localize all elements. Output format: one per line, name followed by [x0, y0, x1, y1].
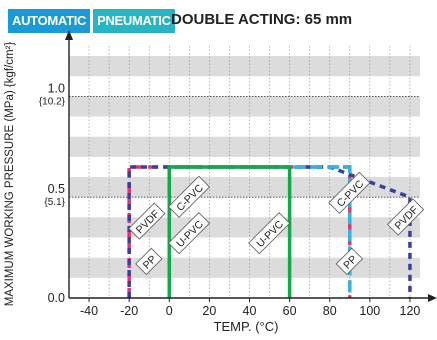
x-tick-label: -40: [80, 304, 98, 318]
background-band: [69, 177, 420, 198]
x-tick-label: 60: [283, 304, 297, 318]
x-axis-label: TEMP. (°C): [214, 319, 279, 334]
x-tick-label: -20: [120, 304, 138, 318]
series-lines: [127, 165, 412, 298]
header-badges: AUTOMATIC PNEUMATIC: [8, 9, 175, 33]
material-label-box: [248, 212, 291, 255]
background-band: [69, 96, 420, 117]
x-tick-label: 40: [243, 304, 257, 318]
tick-labels: -40 -20 0 20 40 60 80 100 120 0.0 0.5{5.1} 1.0{10.2…: [39, 81, 421, 318]
material-label-box: [328, 171, 371, 214]
background-band: [69, 136, 420, 157]
material-label-box: [167, 212, 211, 255]
background-band: [69, 257, 420, 278]
material-label-box: [386, 198, 425, 236]
y-axis-label: MAXIMUM WORKING PRESSURE (MPa) {kgf/cm²}: [4, 42, 16, 307]
x-tick-label: 100: [359, 304, 380, 318]
y-tick-label: 0.0: [48, 291, 65, 305]
background-band: [69, 56, 420, 77]
material-label-box: [135, 247, 163, 276]
material-label-box: [335, 247, 364, 276]
y-tick-label: 1.0: [48, 81, 65, 95]
x-tick-label: 120: [400, 304, 421, 318]
background-bands: [69, 56, 420, 278]
x-tick-label: 20: [202, 304, 216, 318]
badge-automatic: AUTOMATIC: [8, 9, 91, 33]
x-tick-label: 0: [166, 304, 173, 318]
series-line-u-pvc: [167, 165, 292, 298]
y-tick-sublabel: {5.1}: [44, 197, 65, 208]
material-label-box: [128, 202, 166, 240]
badge-pneumatic: PNEUMATIC: [93, 9, 175, 33]
material-label-box: [167, 175, 211, 218]
y-axis-arrow: [65, 30, 73, 40]
x-axis-arrow: [428, 294, 437, 302]
y-tick-sublabel: {10.2}: [39, 96, 66, 107]
x-tick-label: 80: [323, 304, 337, 318]
axes: [65, 30, 437, 302]
background-band: [69, 217, 420, 238]
chart-title: DOUBLE ACTING: 65 mm: [171, 11, 353, 28]
y-tick-label: 0.5: [48, 182, 65, 196]
